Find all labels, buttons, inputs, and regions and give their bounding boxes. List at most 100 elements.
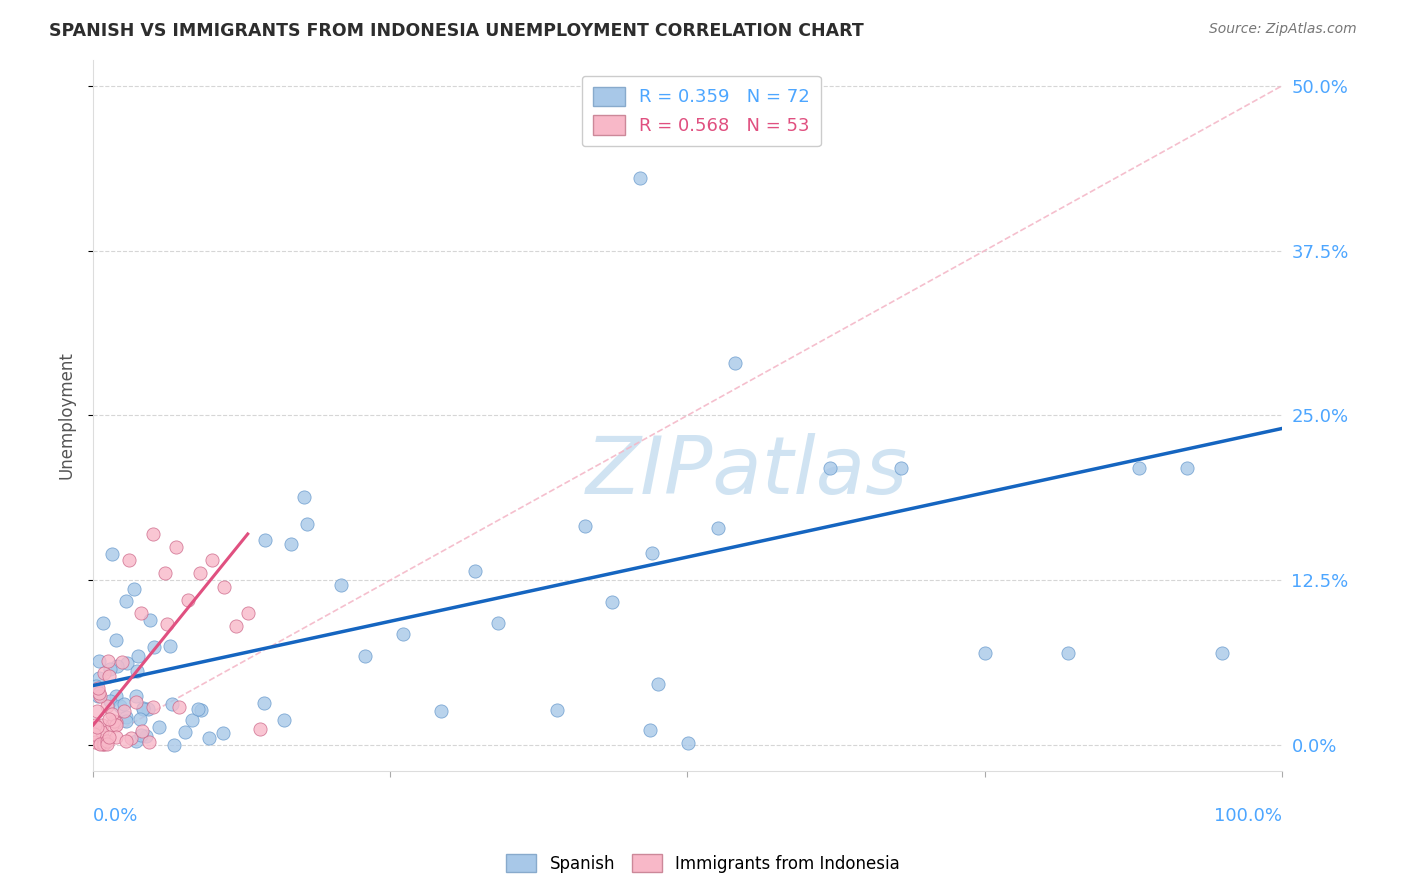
Point: [112, 705, 135, 719]
Point: [112, 697, 135, 711]
Point: [890, 461, 912, 475]
Point: [93, 733, 115, 747]
Point: [190, 703, 212, 717]
Point: [142, 527, 165, 541]
Point: [84, 679, 107, 693]
Point: [129, 606, 152, 620]
Text: 100.0%: 100.0%: [1213, 806, 1282, 825]
Point: [602, 595, 624, 609]
Point: [1211, 646, 1233, 660]
Point: [1175, 461, 1198, 475]
Point: [486, 615, 509, 630]
Point: [127, 648, 149, 663]
Point: [177, 592, 200, 607]
Point: [225, 619, 247, 633]
Point: [188, 566, 211, 581]
Point: [98, 662, 121, 676]
Point: [104, 689, 127, 703]
Point: [91, 724, 114, 739]
Text: SPANISH VS IMMIGRANTS FROM INDONESIA UNEMPLOYMENT CORRELATION CHART: SPANISH VS IMMIGRANTS FROM INDONESIA UNE…: [49, 22, 863, 40]
Point: [98, 730, 121, 744]
Point: [120, 731, 142, 745]
Point: [87, 736, 110, 750]
Point: [103, 714, 125, 728]
Point: [160, 697, 183, 711]
Point: [464, 564, 486, 578]
Point: [96, 734, 118, 748]
Point: [97, 712, 120, 726]
Point: [124, 582, 146, 596]
Point: [93, 665, 115, 680]
Point: [118, 553, 141, 567]
Text: 0.0%: 0.0%: [93, 806, 139, 825]
Point: [198, 731, 221, 746]
Point: [138, 735, 160, 749]
Point: [138, 701, 160, 715]
Point: [641, 546, 664, 560]
Point: [201, 553, 224, 567]
Point: [97, 669, 120, 683]
Point: [546, 703, 568, 717]
Point: [86, 720, 108, 734]
Point: [169, 699, 191, 714]
Point: [90, 718, 112, 732]
Point: [973, 646, 995, 660]
Point: [125, 734, 148, 748]
Point: [104, 714, 127, 729]
Point: [236, 606, 259, 620]
Point: [181, 714, 204, 728]
Point: [139, 614, 162, 628]
Point: [165, 540, 187, 554]
Point: [392, 627, 415, 641]
Y-axis label: Unemployment: Unemployment: [58, 351, 75, 479]
Point: [163, 738, 186, 752]
Point: [574, 519, 596, 533]
Point: [253, 533, 276, 547]
Point: [101, 717, 124, 731]
Point: [724, 356, 747, 370]
Point: [132, 701, 155, 715]
Point: [114, 734, 136, 748]
Point: [93, 737, 115, 751]
Point: [253, 696, 276, 710]
Point: [153, 566, 176, 581]
Point: [294, 490, 316, 504]
Point: [128, 712, 150, 726]
Point: [89, 737, 111, 751]
Point: [647, 677, 669, 691]
Point: [212, 580, 235, 594]
Point: [131, 728, 153, 742]
Point: [131, 702, 153, 716]
Legend: R = 0.359   N = 72, R = 0.568   N = 53: R = 0.359 N = 72, R = 0.568 N = 53: [582, 76, 821, 146]
Point: [89, 690, 111, 704]
Point: [96, 738, 118, 752]
Point: [280, 537, 302, 551]
Point: [174, 724, 197, 739]
Point: [131, 723, 153, 738]
Point: [273, 714, 295, 728]
Point: [115, 710, 138, 724]
Point: [159, 639, 181, 653]
Point: [107, 659, 129, 673]
Point: [101, 547, 124, 561]
Point: [212, 726, 235, 740]
Point: [628, 171, 651, 186]
Point: [105, 730, 128, 744]
Point: [91, 737, 114, 751]
Text: ZIPatlas: ZIPatlas: [586, 434, 908, 511]
Point: [86, 704, 108, 718]
Point: [87, 681, 110, 695]
Point: [96, 698, 118, 713]
Point: [87, 654, 110, 668]
Legend: Spanish, Immigrants from Indonesia: Spanish, Immigrants from Indonesia: [499, 847, 907, 880]
Point: [354, 648, 377, 663]
Point: [83, 727, 105, 741]
Point: [142, 699, 165, 714]
Point: [295, 516, 318, 531]
Point: [83, 735, 105, 749]
Point: [330, 577, 353, 591]
Point: [135, 729, 157, 743]
Point: [105, 632, 128, 647]
Point: [83, 718, 105, 732]
Point: [87, 689, 110, 703]
